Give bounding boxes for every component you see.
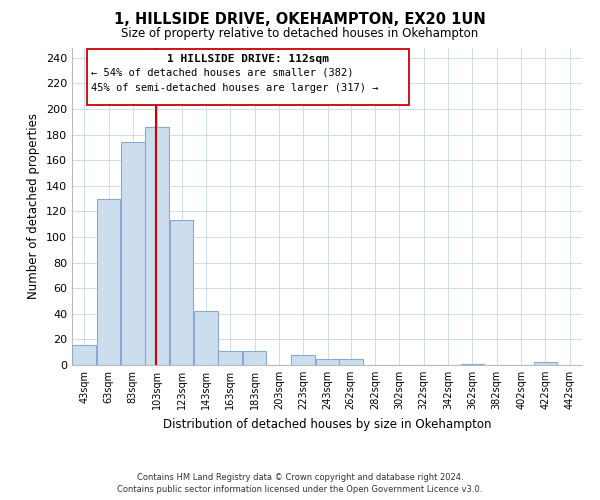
Text: ← 54% of detached houses are smaller (382): ← 54% of detached houses are smaller (38… (91, 68, 354, 78)
Bar (533, 362, 557, 365)
Bar (97, 198, 121, 365)
Bar (292, 355, 315, 365)
X-axis label: Distribution of detached houses by size in Okehampton: Distribution of detached houses by size … (163, 418, 491, 430)
Bar (121, 142, 145, 365)
Bar (194, 311, 218, 365)
Bar (145, 127, 169, 365)
Text: 1 HILLSIDE DRIVE: 112sqm: 1 HILLSIDE DRIVE: 112sqm (167, 54, 329, 64)
Bar (243, 351, 266, 365)
Bar (339, 358, 362, 365)
Bar (218, 351, 242, 365)
Bar (170, 220, 193, 365)
Text: 1, HILLSIDE DRIVE, OKEHAMPTON, EX20 1UN: 1, HILLSIDE DRIVE, OKEHAMPTON, EX20 1UN (114, 12, 486, 28)
Text: 45% of semi-detached houses are larger (317) →: 45% of semi-detached houses are larger (… (91, 84, 379, 94)
Bar (316, 358, 340, 365)
Text: Contains HM Land Registry data © Crown copyright and database right 2024.
Contai: Contains HM Land Registry data © Crown c… (118, 472, 482, 494)
Bar (461, 364, 484, 365)
Text: Size of property relative to detached houses in Okehampton: Size of property relative to detached ho… (121, 28, 479, 40)
FancyBboxPatch shape (86, 49, 409, 105)
Y-axis label: Number of detached properties: Number of detached properties (28, 114, 40, 299)
Bar (73, 344, 96, 365)
